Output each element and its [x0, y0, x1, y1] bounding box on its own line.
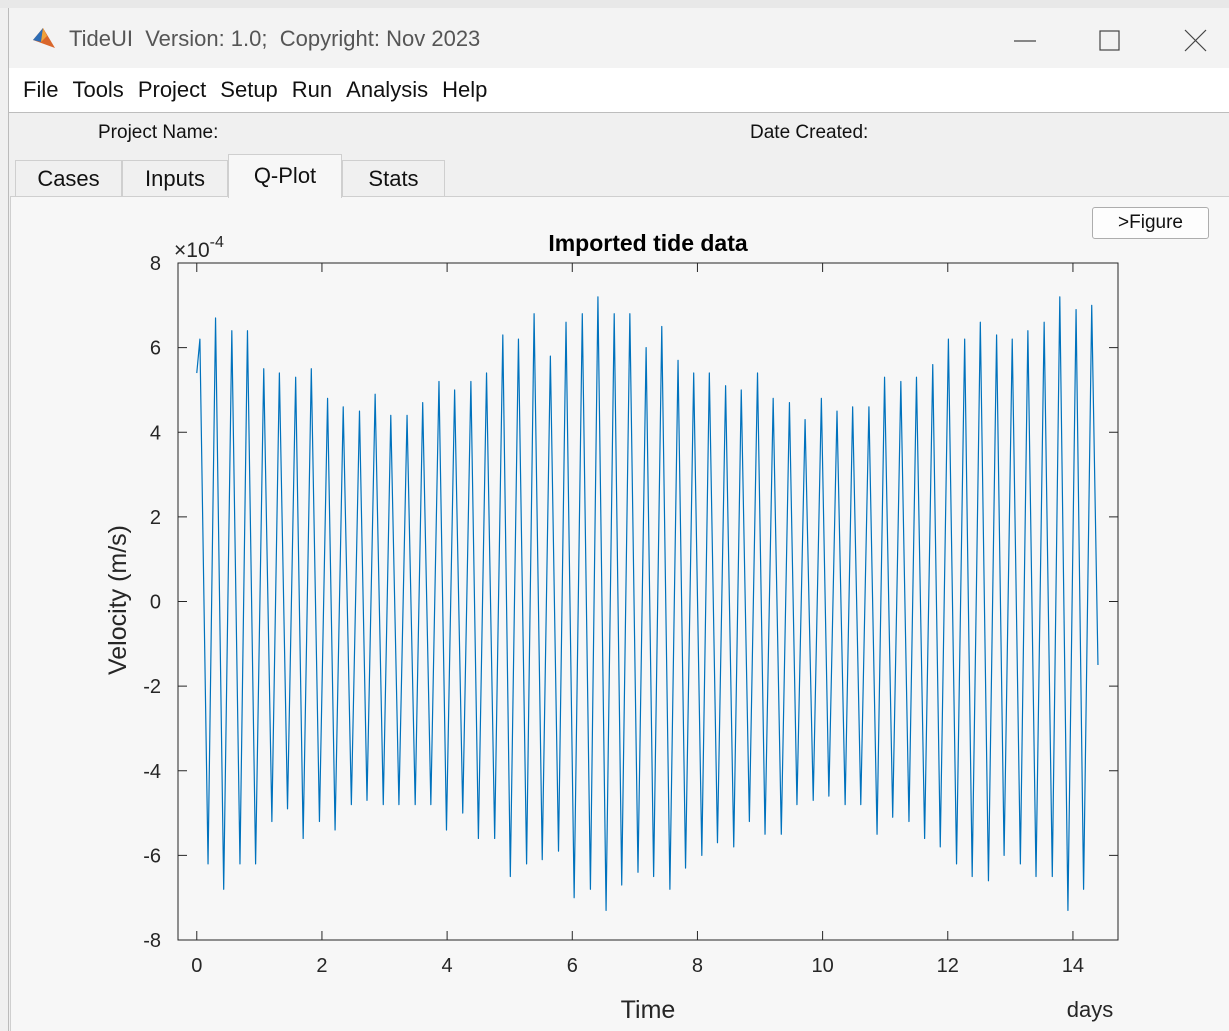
x-tick-label: 2 [316, 955, 327, 977]
x-axis-unit: days [1067, 997, 1113, 1022]
title-bar: TideUI Version: 1.0; Copyright: Nov 2023 [8, 8, 1229, 68]
figure-button[interactable]: >Figure [1092, 207, 1209, 239]
maximize-button[interactable] [1099, 30, 1120, 51]
window-controls [1014, 29, 1207, 52]
x-tick-label: 12 [937, 955, 959, 977]
y-tick-label: -8 [143, 930, 161, 952]
chart: 0 2 4 6 8 10 12 14 -8 -6 -4 -2 0 2 4 6 8 Imported tide da… [104, 230, 1119, 1024]
menu-item[interactable]: Run [291, 77, 333, 102]
x-axis-label: Time [621, 996, 676, 1024]
y-axis-label: Velocity (m/s) [104, 525, 132, 675]
x-tick-label: 4 [442, 955, 453, 977]
y-tick-label: -4 [143, 761, 161, 783]
y-tick-label: 6 [150, 338, 161, 360]
tab[interactable]: Stats [342, 160, 445, 196]
y-tick-label: 4 [150, 422, 161, 444]
y-tick-label: 0 [150, 592, 161, 614]
background-strip [0, 0, 1229, 8]
app-icon [33, 28, 55, 48]
tab[interactable]: Inputs [122, 160, 228, 196]
chart-title: Imported tide data [548, 230, 748, 256]
tab[interactable]: Q-Plot [228, 154, 342, 198]
close-button[interactable] [1184, 29, 1207, 52]
x-tick-label: 0 [191, 955, 202, 977]
menu-item[interactable]: Setup [220, 77, 278, 102]
window-title: TideUI Version: 1.0; Copyright: Nov 2023 [69, 26, 481, 51]
data-line [196, 296, 1099, 911]
menu-item[interactable]: Tools [72, 77, 124, 102]
menu-item[interactable]: Project [137, 77, 207, 102]
y-tick-label: -6 [143, 845, 161, 867]
menu-item[interactable]: File [23, 77, 59, 102]
date-created-label: Date Created: [750, 122, 869, 143]
x-tick-label: 10 [811, 955, 833, 977]
x-tick-label: 8 [692, 955, 703, 977]
plot-area [178, 263, 1118, 940]
axes-box [177, 262, 1119, 941]
y-exponent: ×10-4 [174, 234, 224, 262]
y-tick-label: -2 [143, 676, 161, 698]
y-tick-label: 8 [150, 253, 161, 275]
y-exponent-base: ×10 [174, 239, 210, 262]
menu-bar: File Tools Project Setup Run Analysis Help [8, 68, 1229, 113]
project-name-label: Project Name: [98, 122, 219, 143]
x-tick-label: 14 [1062, 955, 1084, 977]
x-tick-label: 6 [567, 955, 578, 977]
menu-item[interactable]: Help [442, 77, 488, 102]
y-exponent-power: -4 [210, 234, 224, 251]
menu-item[interactable]: Analysis [346, 77, 429, 102]
y-tick-label: 2 [150, 507, 161, 529]
tab[interactable]: Cases [15, 160, 122, 196]
